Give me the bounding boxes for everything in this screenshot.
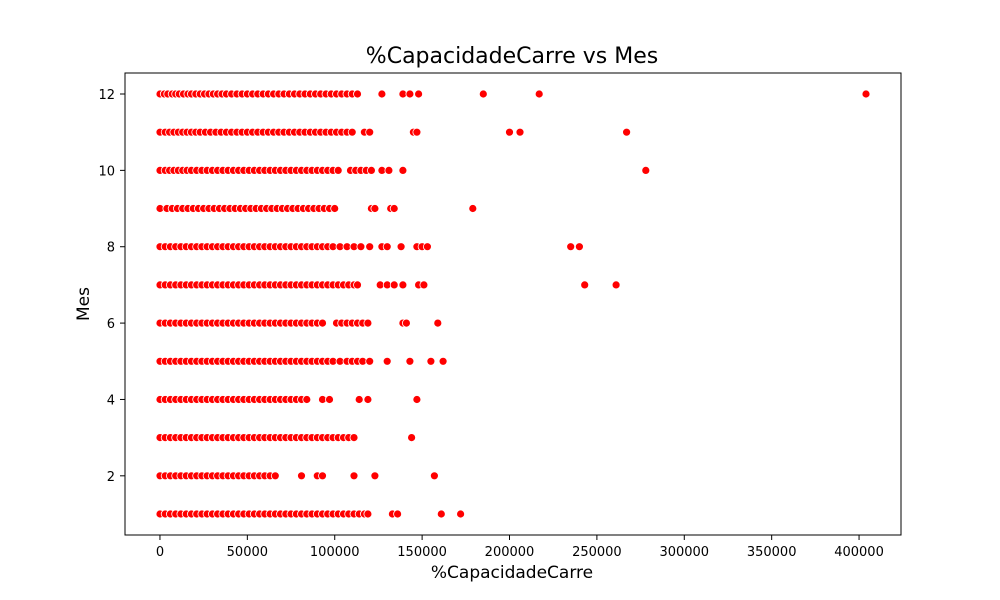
data-point (534, 89, 544, 99)
data-point (412, 127, 422, 137)
data-point (414, 89, 424, 99)
data-point (349, 471, 359, 481)
data-point (365, 356, 375, 366)
data-point (330, 204, 340, 213)
data-point (478, 89, 488, 99)
data-point (393, 509, 403, 519)
chart-title: %CapacidadeCarre vs Mes (366, 44, 658, 69)
data-point (302, 395, 312, 404)
data-point (370, 204, 380, 213)
x-tick-label: 0 (156, 545, 164, 560)
data-point (398, 165, 408, 175)
x-tick-label: 100000 (310, 545, 360, 560)
x-tick-label: 350000 (747, 545, 797, 560)
data-point (407, 433, 417, 443)
data-point (347, 127, 357, 137)
data-point (622, 127, 631, 137)
data-point (365, 127, 375, 137)
data-point (422, 242, 432, 252)
y-tick-label: 12 (98, 88, 115, 103)
data-point (353, 280, 362, 290)
data-point (356, 242, 366, 252)
data-point (363, 318, 373, 328)
y-tick-label: 4 (107, 393, 115, 408)
data-point (318, 318, 327, 328)
data-point (861, 89, 871, 99)
data-point (515, 127, 525, 137)
data-point (365, 242, 375, 252)
x-tick-label: 250000 (572, 545, 622, 560)
y-tick-label: 2 (107, 470, 115, 485)
plot-frame (124, 72, 902, 536)
data-point (419, 280, 429, 290)
y-axis-label: Mes (74, 287, 94, 321)
data-point (325, 395, 334, 404)
data-point (377, 89, 387, 99)
y-axis: 2 4 6 8 10 12 (98, 88, 125, 485)
data-point (389, 204, 399, 213)
x-tick-label: 50000 (227, 545, 268, 560)
data-point (384, 165, 394, 175)
data-point (382, 242, 392, 252)
data-point (354, 395, 364, 404)
data-point (398, 280, 408, 290)
data-point (580, 280, 590, 290)
data-point (363, 509, 373, 519)
data-point (641, 165, 651, 175)
data-point (396, 242, 406, 252)
data-point (468, 204, 478, 213)
x-tick-label: 150000 (397, 545, 447, 560)
data-point (363, 395, 373, 404)
data-point (366, 165, 376, 175)
data-point (412, 395, 422, 404)
x-axis: 0 50000 100000 150000 200000 250000 300000 3500… (156, 535, 884, 560)
data-point (353, 89, 362, 99)
data-point (429, 471, 439, 481)
data-point (456, 509, 466, 519)
data-point (370, 471, 380, 481)
data-point (401, 318, 411, 328)
data-point (389, 280, 399, 290)
data-point (297, 471, 306, 481)
data-point (426, 356, 436, 366)
data-point (575, 242, 584, 252)
data-point (405, 356, 415, 366)
data-point (566, 242, 576, 252)
data-point (611, 280, 621, 290)
data-point (433, 318, 443, 328)
points-layer (155, 89, 871, 519)
data-point (333, 165, 343, 175)
data-point (382, 356, 392, 366)
y-tick-label: 8 (107, 241, 115, 256)
data-point (349, 433, 359, 443)
x-tick-label: 300000 (659, 545, 709, 560)
data-point (405, 89, 415, 99)
data-point (505, 127, 514, 137)
y-tick-label: 6 (107, 317, 115, 332)
x-tick-label: 200000 (485, 545, 535, 560)
data-point (436, 509, 446, 519)
data-point (318, 471, 327, 481)
y-tick-label: 10 (98, 164, 115, 179)
x-axis-label: %CapacidadeCarre (431, 563, 593, 583)
x-tick-label: 400000 (834, 545, 884, 560)
data-point (438, 356, 448, 366)
data-point (270, 471, 280, 481)
